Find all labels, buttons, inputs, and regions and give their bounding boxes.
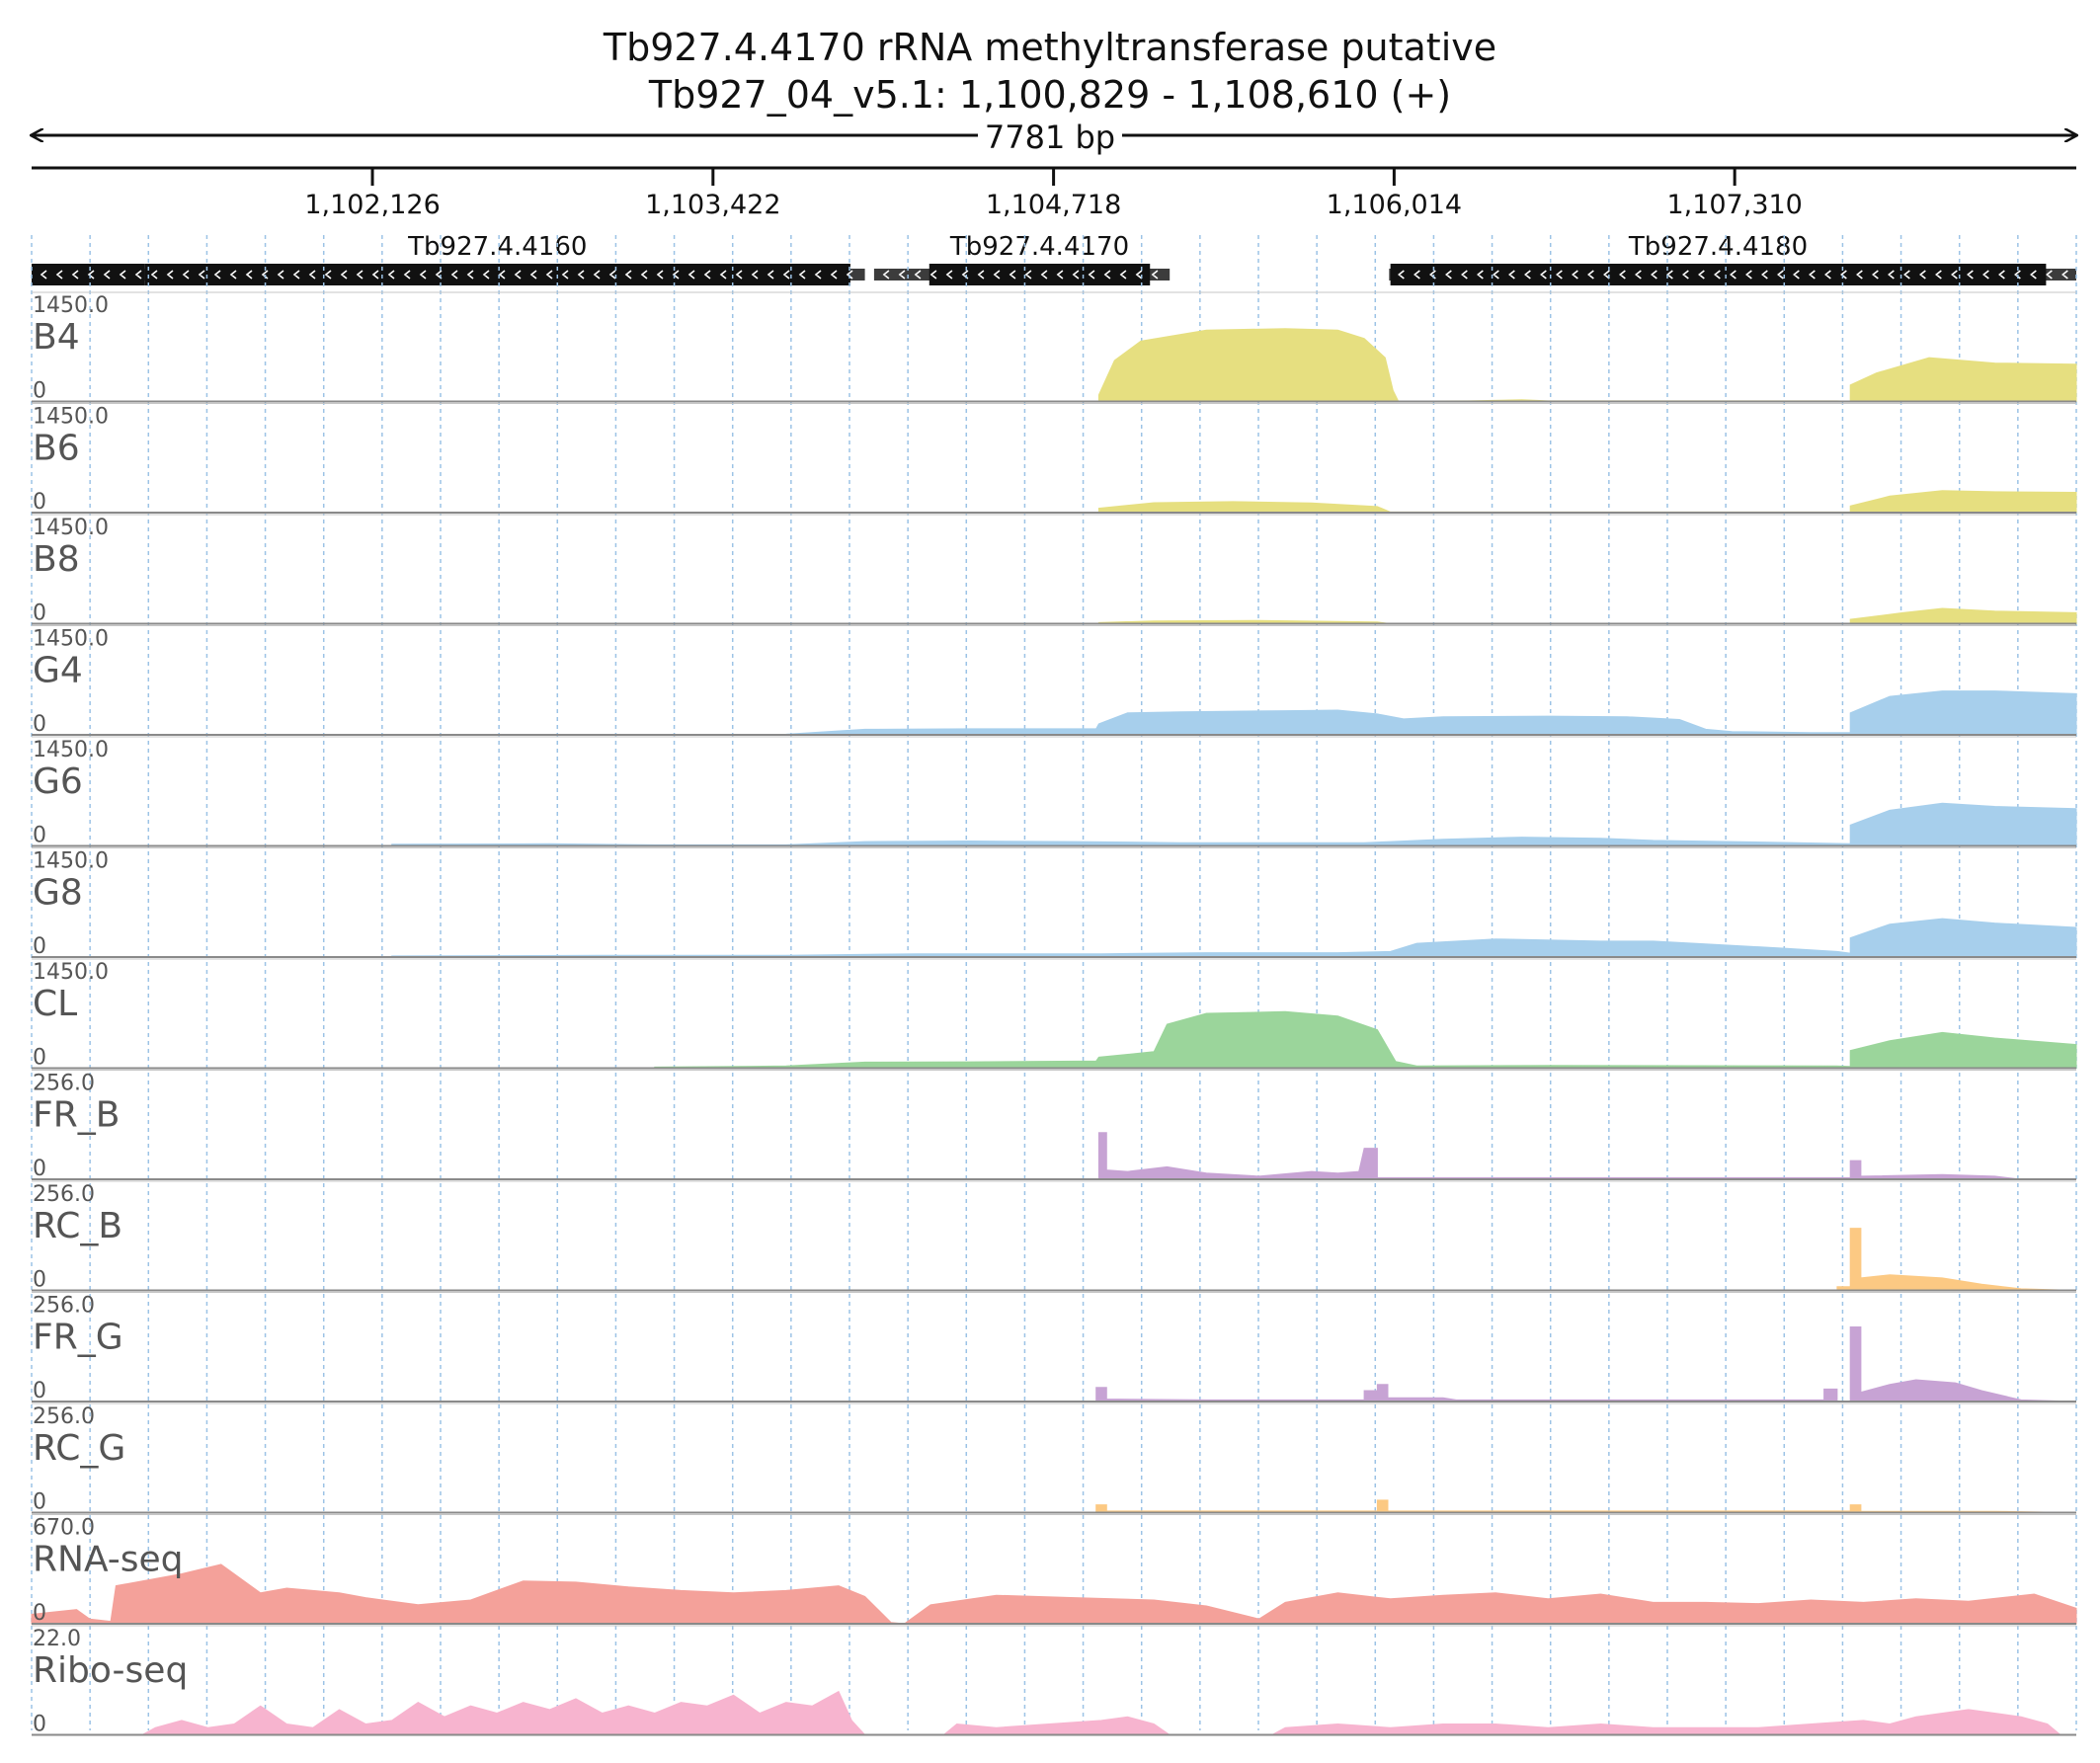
track-fr_b: 256.0FR_B 0 [32,1070,2076,1181]
coverage-area [32,1010,2077,1069]
track-name: B4 [33,317,80,358]
track-name: FR_B [33,1095,120,1136]
track-fr_g: 256.0FR_G 0 [32,1292,2077,1403]
track-name: G8 [33,873,83,914]
strand-arrows [882,270,1159,280]
coverage-area [32,802,2077,846]
track-max-label: 256.0 [33,1404,95,1429]
track-min-label: 0 [33,1601,46,1626]
track-name: CL [33,984,77,1024]
track-max-label: 1450.0 [33,960,109,985]
track-min-label: 0 [33,1157,46,1181]
track-g8: 1450.0G8 0 [32,847,2077,959]
track-min-label: 0 [33,712,46,737]
track-name: FR_G [33,1318,123,1358]
track-max-label: 256.0 [33,1294,95,1319]
coverage-area [31,1563,2077,1625]
track-min-label: 0 [33,934,46,959]
gene-label: Tb927.4.4160 [407,232,587,262]
track-min-label: 0 [33,1046,46,1071]
ruler-tick-label: 1,104,718 [986,190,1121,220]
span-label: 7781 bp [985,119,1115,156]
strand-arrows [40,270,142,280]
track-min-label: 0 [33,1490,46,1515]
strand-arrows [1398,270,2068,280]
ruler-tick-label: 1,107,310 [1666,190,1802,220]
track-min-label: 0 [33,601,46,626]
track-max-label: 1450.0 [33,293,109,318]
track-rc_b: 256.0RC_B 0 [32,1180,2077,1293]
coverage-area [32,490,2077,514]
track-max-label: 670.0 [33,1516,95,1541]
coverage-area [32,328,2077,402]
track-cl: 1450.0CL 0 [32,958,2077,1071]
coverage-tracks: 1450.0B401450.0B601450.0B801450.0G401450… [31,291,2077,1737]
chart-title: Tb927.4.4170 rRNA methyltransferase puta… [603,26,1497,69]
gene-label: Tb927.4.4170 [949,232,1129,262]
track-max-label: 1450.0 [33,405,109,430]
track-name: RNA-seq [33,1540,184,1580]
gene-label: Tb927.4.4180 [1628,232,1808,262]
track-min-label: 0 [33,824,46,848]
track-name: RC_B [33,1206,122,1246]
track-name: G4 [33,651,83,691]
grid-lines [31,235,2077,1730]
coverage-area [32,1132,2076,1180]
ruler-tick-label: 1,106,014 [1327,190,1462,220]
track-name: B6 [33,429,80,469]
track-name: RC_G [33,1428,125,1469]
track-max-label: 1450.0 [33,849,109,874]
span-label-bg [978,117,1122,154]
gene-annotation-track: Tb927.4.4160 Tb927.4.4170 Tb927.4.4180 [32,232,2076,285]
track-min-label: 0 [33,1268,46,1293]
track-max-label: 22.0 [33,1627,81,1651]
coverage-area [32,1326,2077,1402]
track-max-label: 1450.0 [33,516,109,540]
track-max-label: 1450.0 [33,627,109,652]
track-max-label: 256.0 [33,1182,95,1207]
track-name: B8 [33,539,80,580]
track-min-label: 0 [33,1379,46,1403]
coverage-area [32,607,2077,624]
track-min-label: 0 [33,379,46,404]
track-name: G6 [33,761,83,802]
track-max-label: 256.0 [33,1072,95,1096]
coverage-area [32,1228,2077,1291]
gene-cds [929,264,1151,285]
locus-label: Tb927_04_v5.1: 1,100,829 - 1,108,610 (+) [648,73,1452,117]
track-g6: 1450.0G6 0 [32,736,2077,848]
track-rc_g: 256.0RC_G 0 [32,1402,2077,1515]
coverage-area [32,1690,2076,1735]
gene-cds [144,264,850,285]
coverage-area [32,1499,2077,1513]
track-max-label: 1450.0 [33,738,109,762]
track-name: Ribo-seq [33,1650,188,1691]
ruler-tick-label: 1,103,422 [645,190,780,220]
track-g4: 1450.0G4 0 [32,625,2077,737]
track-min-label: 0 [33,490,46,515]
track-b6: 1450.0B6 0 [32,403,2077,515]
track-min-label: 0 [33,1713,46,1737]
span-indicator: 7781 bp [32,117,2076,156]
ruler-tick-label: 1,102,126 [304,190,440,220]
coverage-area [32,918,2077,958]
track-b8: 1450.0B8 0 [32,514,2077,626]
track-b4: 1450.0B4 0 [32,291,2077,404]
gene-cds [1390,264,2047,285]
coverage-area [32,690,2077,736]
coordinate-ruler: 1,102,126 1,103,422 1,104,718 1,106,014 1,10… [32,166,2076,220]
